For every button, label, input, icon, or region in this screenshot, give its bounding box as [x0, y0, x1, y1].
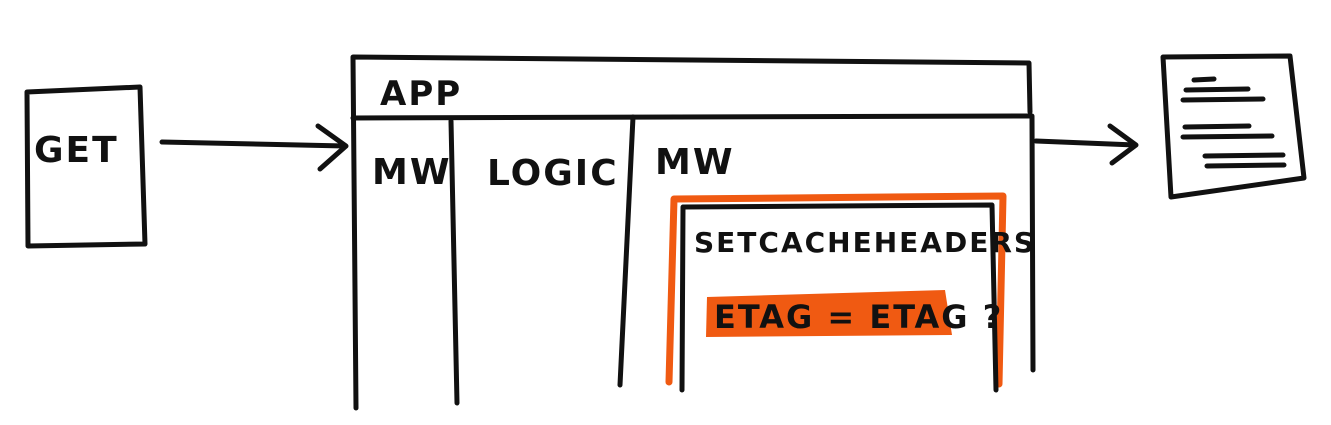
document-text-line-3 [1180, 96, 1266, 103]
set-cache-headers-highlight [665, 192, 1007, 388]
document-text-line-2 [1183, 86, 1251, 93]
etag-check-label: ETAG = ETAG ? [714, 298, 1003, 336]
app-header-outline [350, 54, 1033, 411]
app-container: APP MW LOGIC MW [350, 54, 1036, 411]
response-arrow [1033, 123, 1139, 166]
logic-label: LOGIC [487, 153, 619, 194]
column-divider-2 [617, 114, 636, 388]
etag-check-highlight [706, 290, 952, 337]
document-text-line-6 [1202, 152, 1286, 159]
middleware-2-label: MW [655, 142, 735, 183]
response-arrow-head [1107, 123, 1139, 166]
document-icon [1160, 53, 1307, 200]
document-text-line-7 [1204, 162, 1287, 169]
request-card-outline [24, 84, 148, 249]
document-text-line-4 [1182, 123, 1252, 130]
request-arrow-shaft [159, 139, 348, 149]
request-arrow-head [315, 123, 349, 172]
document-text-line-1 [1191, 76, 1217, 83]
document-text-line-5 [1180, 133, 1275, 140]
app-header-divider [350, 113, 1036, 373]
app-label: APP [380, 74, 462, 114]
request-card: GET [24, 84, 148, 249]
set-cache-headers-title: SETCACHEHEADERS [694, 226, 1036, 259]
middleware-1-label: MW [372, 152, 452, 193]
set-cache-headers-box: SETCACHEHEADERS ETAG = ETAG ? [665, 192, 1036, 393]
set-cache-headers-outline [679, 202, 999, 393]
request-arrow [159, 123, 349, 172]
response-arrow-shaft [1033, 138, 1138, 148]
response-document-outline [1160, 53, 1307, 200]
column-divider-1 [448, 118, 460, 406]
request-label: GET [34, 130, 119, 171]
